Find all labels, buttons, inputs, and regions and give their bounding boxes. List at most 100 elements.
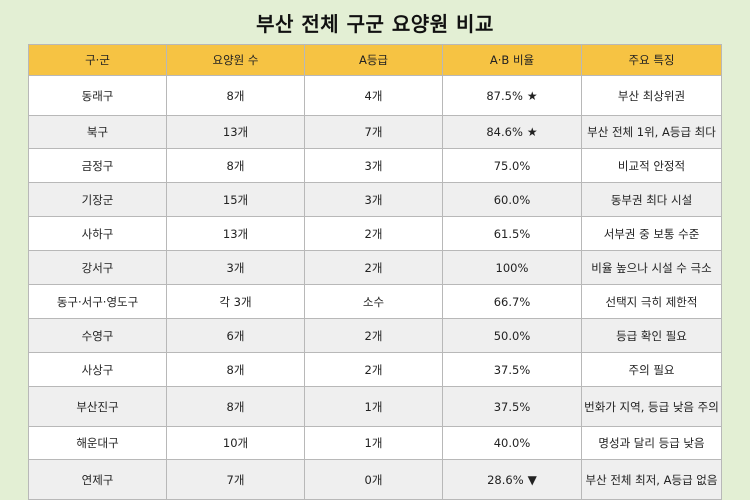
count-cell: 8개: [166, 148, 305, 183]
feature-cell: 부산 최상위권: [581, 75, 722, 116]
header-ab-ratio: A·B 비율: [442, 44, 582, 76]
district-cell: 금정구: [28, 148, 167, 183]
district-cell-text: 동래구: [81, 88, 114, 103]
star-icon: ★: [526, 88, 538, 103]
a-grade-cell-text: 2개: [364, 362, 383, 377]
star-icon: ★: [526, 125, 538, 139]
ab-ratio-cell-text: 87.5%: [486, 88, 523, 103]
ab-ratio-cell-text: 37.5%: [493, 399, 531, 414]
ab-ratio-cell: 75.0%: [442, 148, 582, 183]
header-row: 구·군 요양원 수 A등급 A·B 비율 주요 특징: [28, 44, 722, 76]
count-cell: 8개: [166, 352, 305, 387]
district-cell-text: 기장군: [81, 192, 114, 207]
feature-cell-text: 서부권 중 보통 수준: [603, 226, 700, 241]
table-row: 사상구 8개 2개 37.5% 주의 필요: [28, 352, 722, 387]
a-grade-cell: 4개: [304, 75, 443, 116]
district-cell-text: 사하구: [81, 226, 114, 241]
feature-cell-text: 주의 필요: [628, 362, 675, 377]
feature-cell-text: 비교적 안정적: [617, 158, 686, 173]
a-grade-cell: 소수: [304, 284, 443, 319]
a-grade-cell: 2개: [304, 318, 443, 353]
header-feature: 주요 특징: [581, 44, 722, 76]
a-grade-cell-text: 4개: [364, 88, 383, 103]
district-cell: 북구: [28, 115, 167, 149]
table-row: 수영구 6개 2개 50.0% 등급 확인 필요: [28, 318, 722, 353]
count-cell-text: 각 3개: [219, 294, 252, 309]
ab-ratio-cell-text: 28.6%: [487, 472, 524, 487]
count-cell-text: 8개: [226, 158, 245, 173]
feature-cell-text: 명성과 달리 등급 낮음: [598, 436, 705, 450]
feature-cell-text: 부산 전체 1위, A등급 최다: [587, 125, 716, 139]
ab-ratio-cell-text: 61.5%: [493, 226, 531, 241]
down-triangle-icon: ▼: [527, 472, 537, 487]
district-cell: 해운대구: [28, 426, 167, 460]
ab-ratio-cell: 60.0%: [442, 182, 582, 217]
feature-cell-text: 동부권 최다 시설: [610, 192, 693, 207]
district-cell-text: 연제구: [81, 472, 114, 487]
district-cell-text: 금정구: [81, 158, 114, 173]
feature-cell: 등급 확인 필요: [581, 318, 722, 353]
count-cell-text: 7개: [226, 472, 245, 487]
count-cell-text: 3개: [226, 260, 245, 275]
count-cell-text: 8개: [226, 399, 245, 414]
district-cell: 부산진구: [28, 386, 167, 427]
district-cell: 사하구: [28, 216, 167, 251]
table-row: 동구·서구·영도구 각 3개 소수 66.7% 선택지 극히 제한적: [28, 284, 722, 319]
district-cell-text: 동구·서구·영도구: [56, 294, 139, 309]
count-cell: 6개: [166, 318, 305, 353]
district-cell-text: 북구: [86, 125, 109, 139]
a-grade-cell: 3개: [304, 148, 443, 183]
feature-cell: 선택지 극히 제한적: [581, 284, 722, 319]
ab-ratio-cell: 37.5%: [442, 352, 582, 387]
district-cell-text: 강서구: [81, 260, 114, 275]
district-cell: 기장군: [28, 182, 167, 217]
table-row: 연제구 7개 0개 28.6% ▼ 부산 전체 최저, A등급 없음: [28, 459, 722, 500]
ab-ratio-cell-text: 50.0%: [493, 328, 531, 343]
a-grade-cell-text: 2개: [364, 260, 383, 275]
feature-cell-text: 부산 최상위권: [617, 88, 686, 103]
ab-ratio-cell-text: 75.0%: [493, 158, 531, 173]
ab-ratio-cell: 37.5%: [442, 386, 582, 427]
comparison-table: 구·군 요양원 수 A등급 A·B 비율 주요 특징 동래구 8개 4개 87.5% ★…: [28, 44, 722, 500]
table-row: 금정구 8개 3개 75.0% 비교적 안정적: [28, 148, 722, 183]
table-row: 북구 13개 7개 84.6% ★ 부산 전체 1위, A등급 최다: [28, 115, 722, 149]
count-cell: 7개: [166, 459, 305, 500]
a-grade-cell: 0개: [304, 459, 443, 500]
count-cell-text: 13개: [222, 226, 249, 241]
count-cell: 각 3개: [166, 284, 305, 319]
ab-ratio-cell: 84.6% ★: [442, 115, 582, 149]
district-cell: 수영구: [28, 318, 167, 353]
count-cell-text: 8개: [226, 362, 245, 377]
table-row: 사하구 13개 2개 61.5% 서부권 중 보통 수준: [28, 216, 722, 251]
table-row: 해운대구 10개 1개 40.0% 명성과 달리 등급 낮음: [28, 426, 722, 460]
ab-ratio-cell-text: 66.7%: [493, 294, 531, 309]
a-grade-cell-text: 7개: [364, 125, 383, 139]
ab-ratio-cell-text: 37.5%: [493, 362, 531, 377]
a-grade-cell: 2개: [304, 216, 443, 251]
a-grade-cell-text: 0개: [364, 472, 383, 487]
ab-ratio-cell: 61.5%: [442, 216, 582, 251]
feature-cell: 서부권 중 보통 수준: [581, 216, 722, 251]
count-cell: 13개: [166, 115, 305, 149]
a-grade-cell: 1개: [304, 386, 443, 427]
a-grade-cell: 2개: [304, 250, 443, 285]
district-cell-text: 부산진구: [76, 399, 119, 414]
feature-cell: 명성과 달리 등급 낮음: [581, 426, 722, 460]
district-cell-text: 수영구: [81, 328, 114, 343]
a-grade-cell: 3개: [304, 182, 443, 217]
district-cell-text: 해운대구: [76, 436, 119, 450]
a-grade-cell-text: 소수: [362, 294, 385, 309]
feature-cell-text: 번화가 지역, 등급 낮음 주의: [584, 399, 719, 414]
ab-ratio-cell-text: 60.0%: [493, 192, 531, 207]
ab-ratio-cell: 100%: [442, 250, 582, 285]
count-cell: 10개: [166, 426, 305, 460]
feature-cell-text: 비율 높으나 시설 수 극소: [591, 260, 712, 275]
header-district: 구·군: [28, 44, 167, 76]
feature-cell: 비율 높으나 시설 수 극소: [581, 250, 722, 285]
header-a-grade: A등급: [304, 44, 443, 76]
a-grade-cell-text: 3개: [364, 192, 383, 207]
ab-ratio-cell: 87.5% ★: [442, 75, 582, 116]
page-title: 부산 전체 구군 요양원 비교: [256, 12, 494, 36]
count-cell-text: 6개: [226, 328, 245, 343]
district-cell: 동구·서구·영도구: [28, 284, 167, 319]
